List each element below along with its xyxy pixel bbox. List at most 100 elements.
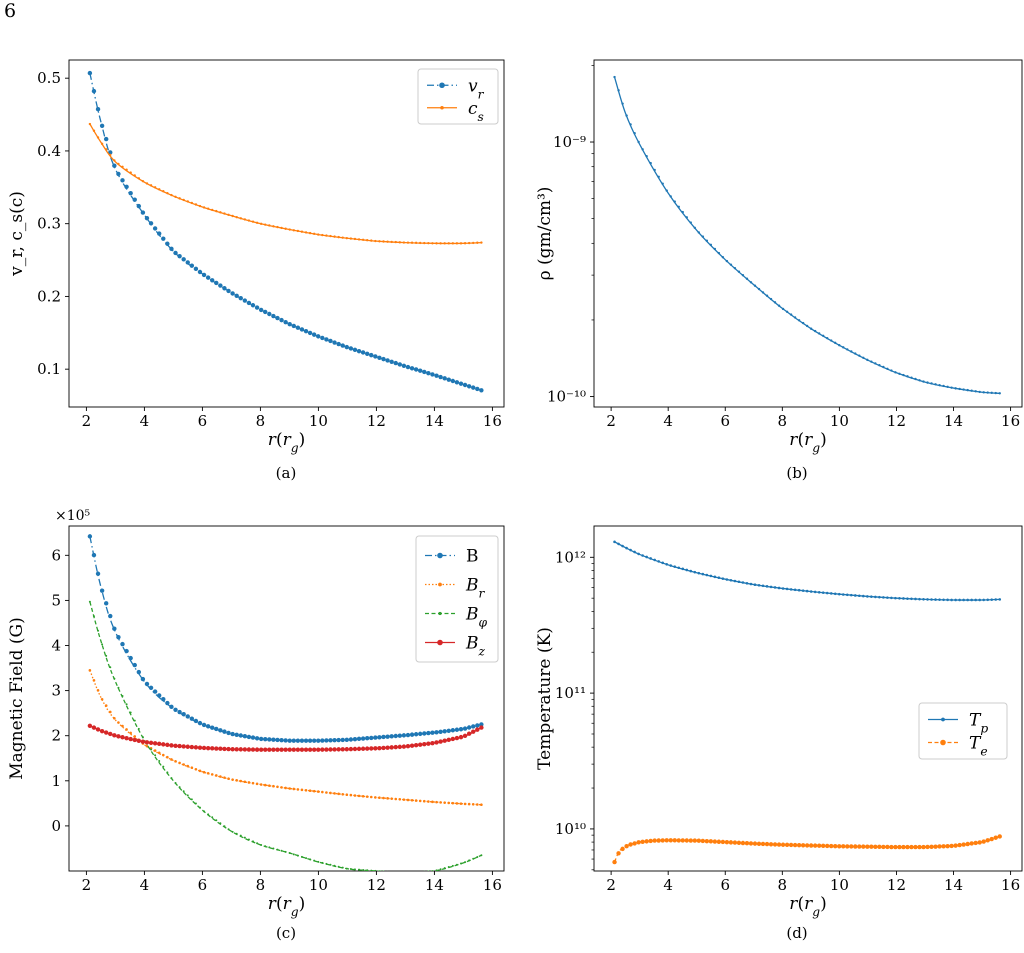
data-point [713, 575, 717, 579]
data-point [697, 231, 701, 234]
data-point [92, 615, 95, 618]
data-point [776, 842, 782, 847]
data-point [438, 374, 443, 380]
data-point [129, 731, 132, 735]
x-tick-label: 12 [887, 876, 906, 894]
data-point [455, 802, 459, 805]
x-tick-label: 12 [367, 412, 386, 430]
data-point [661, 182, 664, 185]
series-b-- [88, 600, 483, 871]
data-point [458, 381, 464, 386]
data-point [165, 742, 170, 748]
data-point [752, 841, 758, 846]
data-point [796, 842, 802, 848]
data-point [112, 626, 117, 631]
data-point [938, 598, 941, 601]
data-point [862, 594, 865, 598]
data-point [275, 747, 280, 752]
data-point [950, 386, 953, 389]
data-point [329, 863, 332, 866]
data-point [471, 385, 476, 390]
legend-label: cs [468, 99, 484, 124]
data-point [801, 589, 805, 592]
data-point [333, 864, 336, 867]
data-point [186, 794, 189, 797]
data-point [438, 729, 443, 734]
data-point [382, 796, 385, 800]
data-point [978, 598, 981, 602]
y-tick-label: 0 [51, 817, 61, 835]
y-axis-label: Temperature (K) [535, 627, 555, 770]
data-point [401, 744, 407, 749]
data-point [442, 729, 447, 734]
data-point [230, 731, 235, 737]
data-point [88, 669, 92, 672]
data-point [288, 852, 291, 855]
y-tick-label: 10¹⁰ [555, 820, 586, 838]
data-point [215, 819, 218, 822]
data-point [821, 334, 825, 338]
data-point [369, 352, 374, 358]
data-point [321, 790, 324, 794]
data-point [773, 586, 777, 589]
data-point [982, 391, 985, 394]
data-point [129, 711, 132, 714]
x-tick-label: 6 [720, 412, 730, 430]
data-point [725, 259, 729, 263]
data-point [87, 534, 93, 539]
data-point [219, 775, 222, 778]
data-point [369, 735, 374, 741]
x-axis-label: r(rg) [789, 430, 826, 455]
data-point [732, 840, 738, 845]
data-point [405, 744, 411, 749]
data-point [353, 794, 357, 797]
data-point [430, 740, 435, 746]
data-point [128, 191, 133, 196]
data-point [223, 212, 226, 215]
data-point [226, 288, 231, 294]
data-point [427, 241, 430, 245]
data-point [402, 241, 406, 244]
data-point [250, 303, 256, 308]
data-point [961, 842, 966, 847]
data-point [926, 381, 929, 384]
data-point [201, 722, 207, 728]
x-tick-label: 16 [1001, 412, 1020, 430]
data-point [317, 860, 320, 863]
data-point [227, 777, 230, 780]
data-point [340, 737, 345, 743]
data-point [267, 747, 272, 752]
data-point [974, 598, 977, 602]
data-point [357, 238, 361, 241]
data-point [132, 197, 137, 202]
data-point [377, 745, 382, 751]
data-point [369, 746, 374, 751]
data-point [945, 843, 950, 849]
data-point [656, 838, 661, 843]
data-point [398, 798, 402, 801]
data-point [299, 738, 305, 743]
data-point [276, 848, 279, 851]
data-point [174, 781, 177, 784]
data-point [761, 291, 765, 294]
data-point [480, 241, 483, 244]
data-point [283, 747, 288, 752]
data-point [247, 781, 251, 784]
data-point [966, 388, 969, 392]
data-point [193, 745, 199, 750]
data-point [729, 578, 733, 582]
data-point [91, 88, 97, 94]
series-b [87, 534, 484, 743]
series-b-r [88, 669, 483, 807]
data-point [150, 748, 153, 751]
data-point [941, 844, 946, 849]
data-point [431, 800, 434, 804]
data-point [364, 746, 370, 751]
data-point [765, 585, 769, 588]
data-point [825, 591, 829, 595]
data-point [954, 598, 957, 602]
data-point [447, 242, 450, 245]
data-point [838, 344, 841, 347]
data-point [177, 743, 182, 749]
data-point [254, 736, 260, 741]
